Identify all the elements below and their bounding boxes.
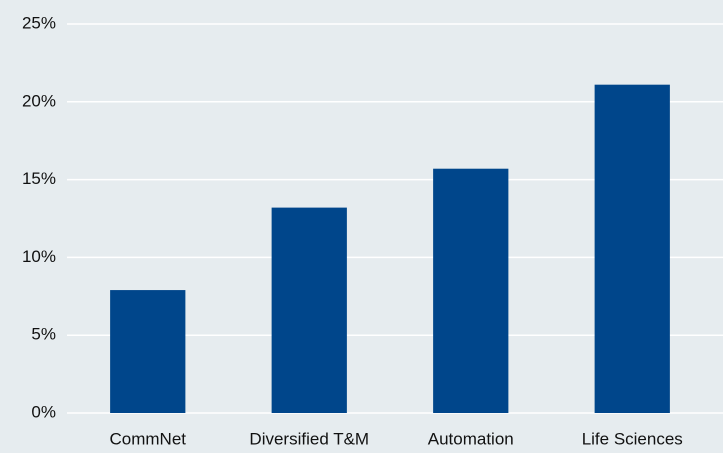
- bar: [110, 290, 186, 413]
- y-tick-label: 25%: [22, 13, 56, 32]
- x-tick-label: Automation: [428, 429, 514, 448]
- y-tick-label: 10%: [22, 247, 56, 266]
- y-tick-label: 0%: [31, 402, 56, 421]
- y-tick-label: 20%: [22, 91, 56, 110]
- bar: [271, 207, 347, 413]
- bar: [433, 168, 509, 413]
- x-tick-label: Life Sciences: [582, 429, 683, 448]
- y-tick-label: 15%: [22, 169, 56, 188]
- x-tick-label: Diversified T&M: [249, 429, 369, 448]
- bar: [594, 84, 670, 414]
- y-tick-label: 5%: [31, 325, 56, 344]
- x-tick-label: CommNet: [109, 429, 186, 448]
